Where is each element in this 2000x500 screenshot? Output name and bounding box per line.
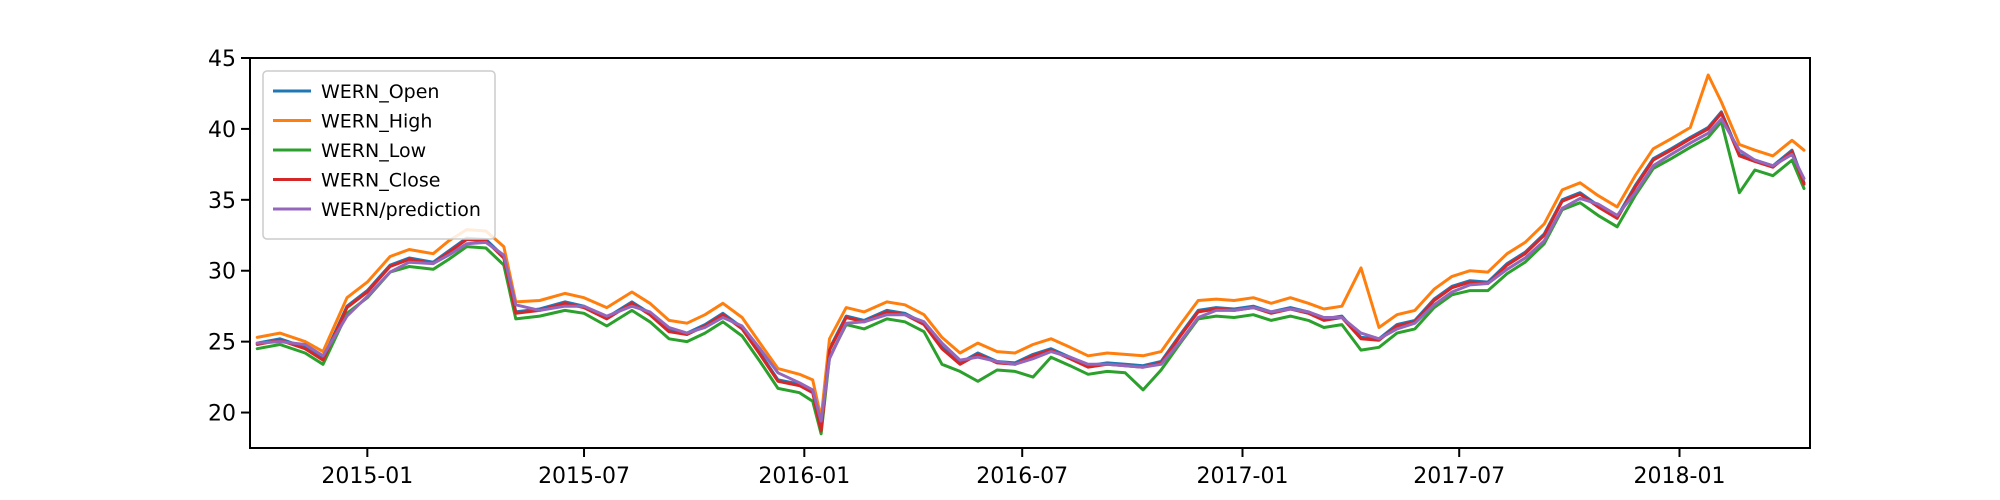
x-tick-label: 2016-01 [758,464,850,489]
y-tick-label: 35 [208,189,236,214]
y-tick-label: 20 [208,402,236,427]
legend-label: WERN_High [321,111,432,133]
legend: WERN_Open WERN_High WERN_Low WERN_Close WERN… [262,70,496,240]
y-tick-label: 30 [208,260,236,285]
x-tick-label: 2015-01 [321,464,413,489]
legend-box [262,70,496,240]
legend-label: WERN_Close [321,170,440,192]
y-tick-label: 45 [208,47,236,72]
legend-label: WERN_Open [321,81,439,103]
y-tick-label: 40 [208,118,236,143]
series-line-1 [255,73,1806,420]
legend-label: WERN/prediction [321,199,481,221]
y-tick-label: 25 [208,331,236,356]
x-tick-label: 2018-01 [1634,464,1726,489]
axes-layer: 20 25 30 35 40 45 2015-01 2015-07 2016-01 2016-07… [208,47,1811,489]
x-tick-label: 2017-01 [1197,464,1289,489]
series-layer [255,73,1806,436]
series-line-4 [255,117,1806,423]
legend-label: WERN_Low [321,140,426,162]
x-tick-label: 2015-07 [538,464,630,489]
plot-frame [249,57,1811,449]
x-tick-label: 2017-07 [1413,464,1505,489]
x-tick-label: 2016-07 [976,464,1068,489]
